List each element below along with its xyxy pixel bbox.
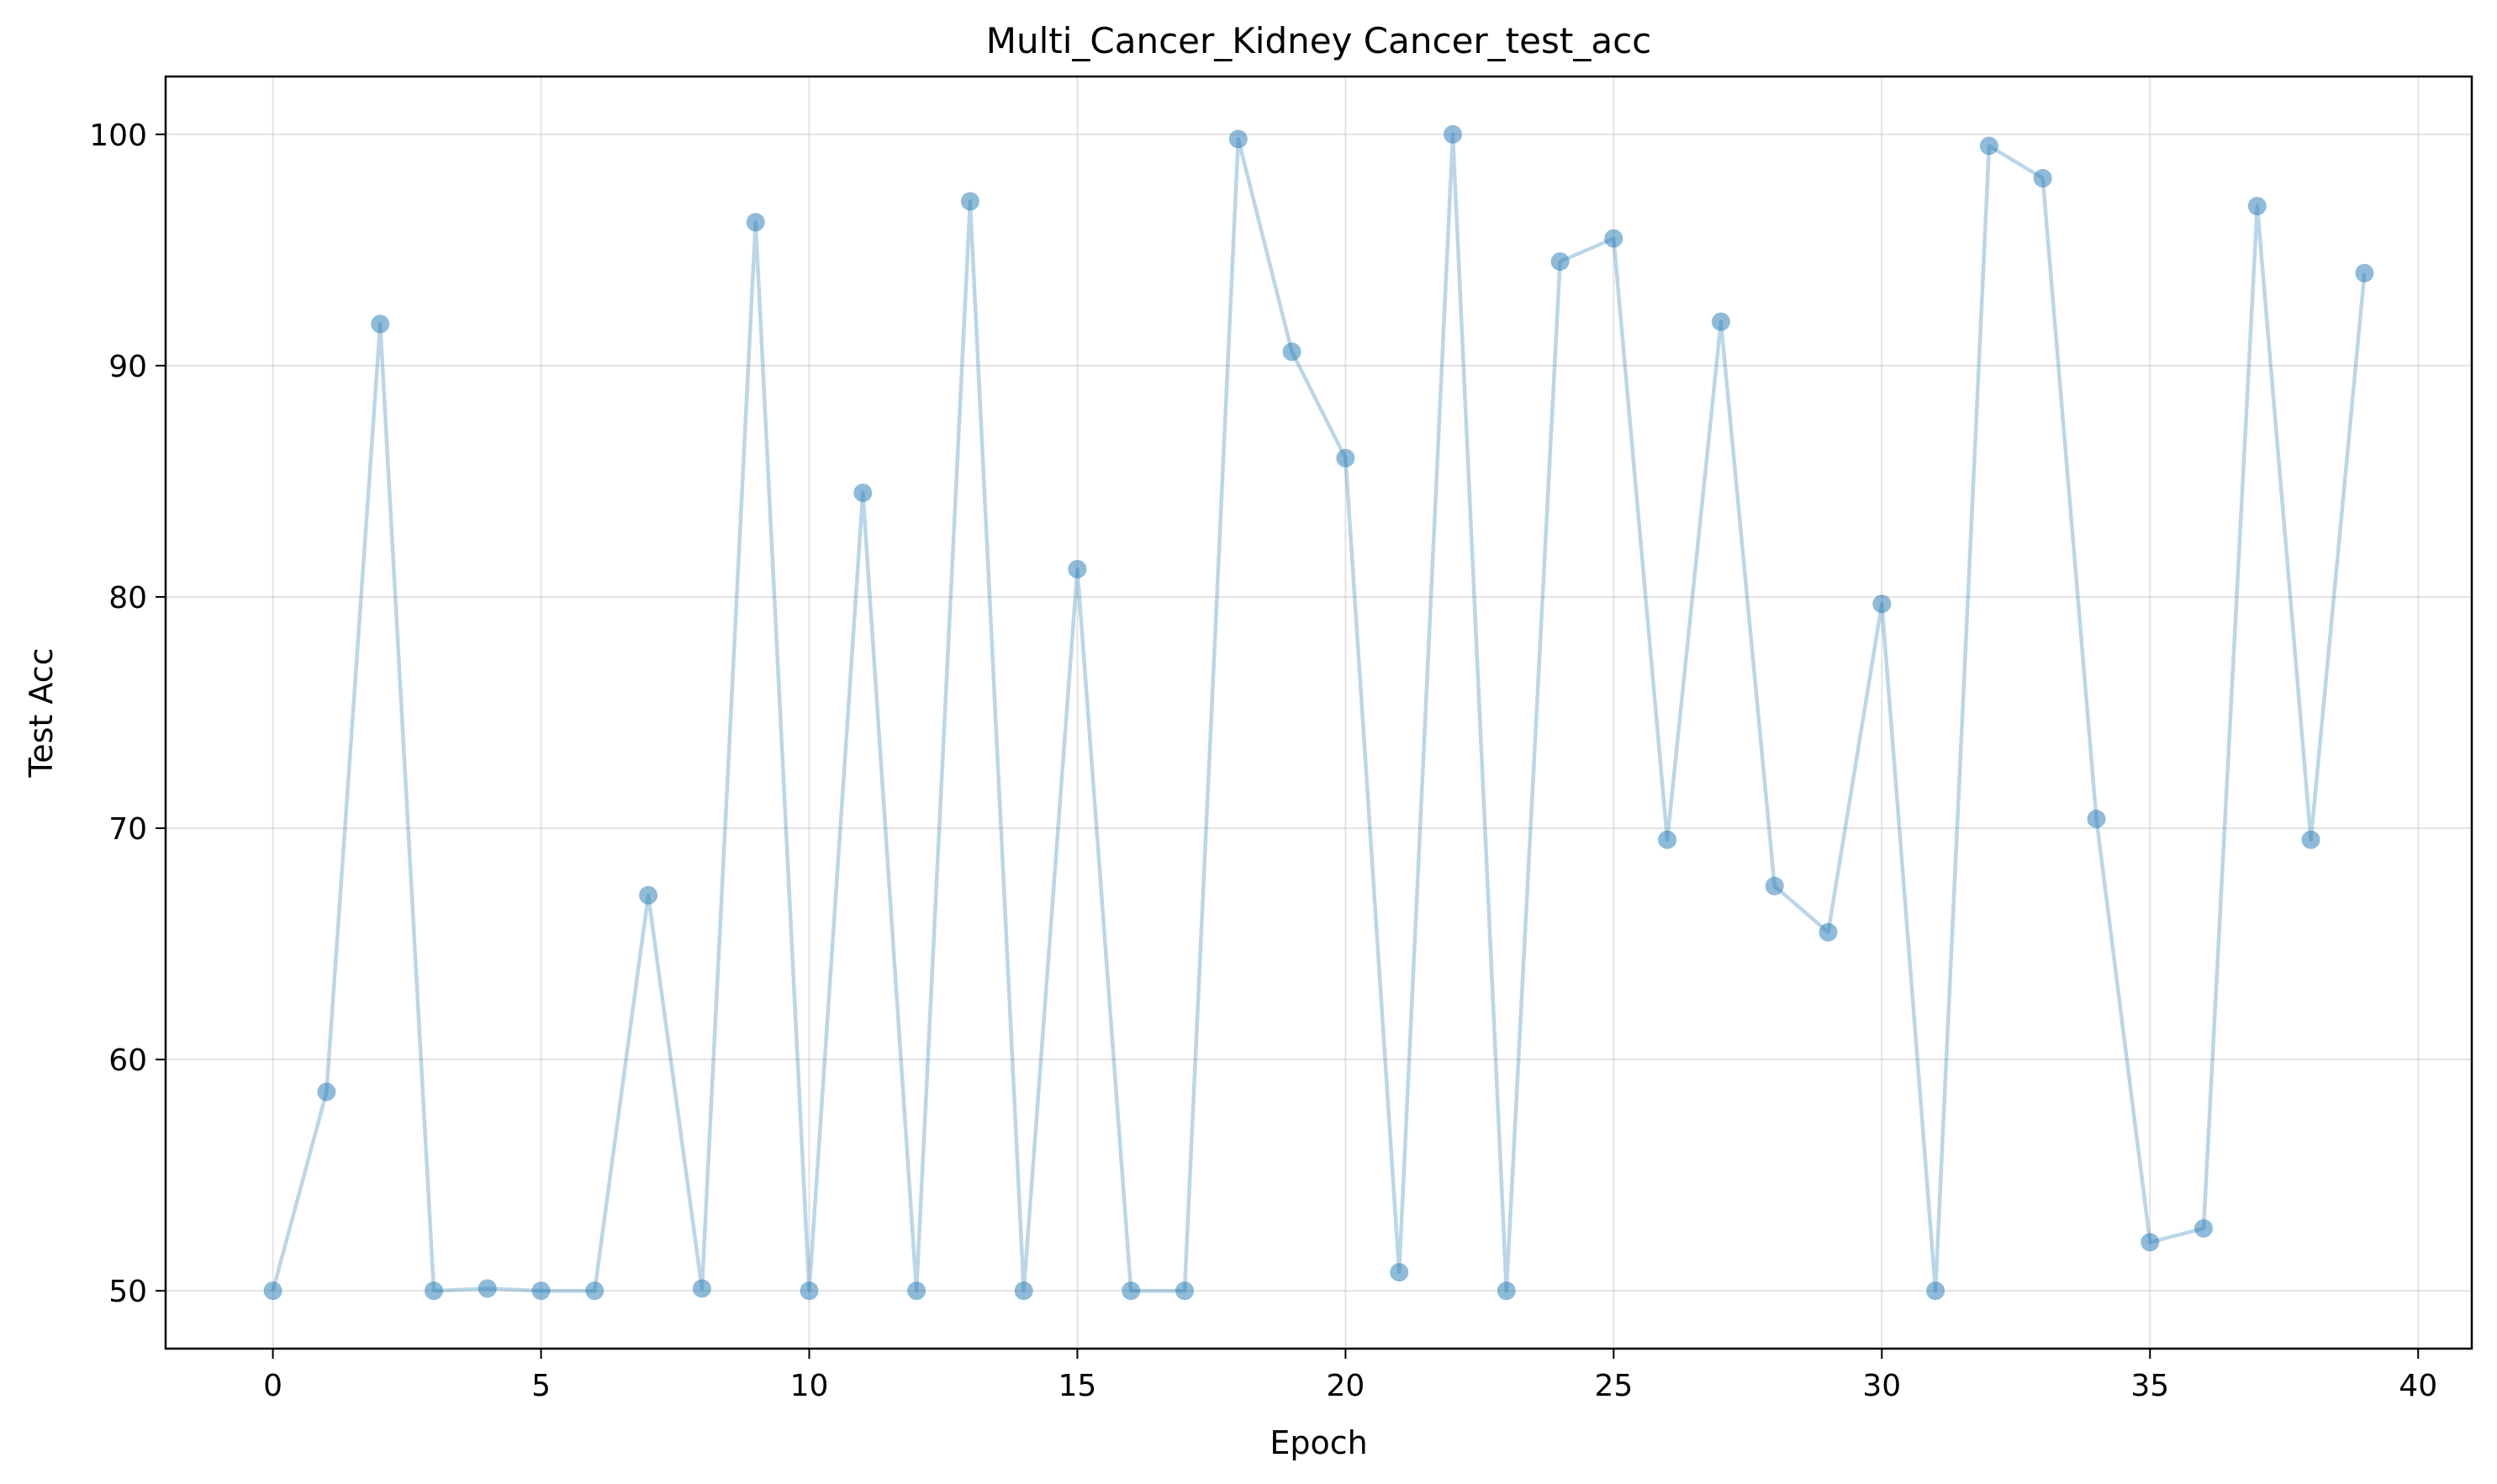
data-point bbox=[425, 1281, 443, 1301]
y-tick-label: 60 bbox=[108, 1043, 147, 1078]
series-layer bbox=[263, 124, 2374, 1301]
data-point bbox=[1228, 129, 1248, 149]
data-point bbox=[2355, 263, 2374, 283]
y-tick-label: 90 bbox=[108, 350, 147, 384]
axis-ticks: 0 5 10 15 20 25 30 35 40 50 60 70 80 90 100 bbox=[89, 119, 2437, 1403]
x-tick-label: 5 bbox=[531, 1369, 551, 1403]
data-point bbox=[746, 213, 765, 232]
data-point bbox=[1175, 1281, 1194, 1301]
data-point bbox=[960, 192, 979, 211]
x-tick-label: 35 bbox=[2130, 1369, 2169, 1403]
y-tick-label: 80 bbox=[108, 581, 147, 615]
data-point bbox=[800, 1281, 819, 1301]
data-point bbox=[1497, 1281, 1516, 1301]
data-point bbox=[1390, 1263, 1409, 1282]
data-point bbox=[1444, 124, 1462, 144]
x-tick-label: 30 bbox=[1862, 1369, 1901, 1403]
gridlines bbox=[166, 77, 2472, 1349]
data-point bbox=[639, 885, 658, 905]
y-tick-label: 100 bbox=[89, 119, 147, 153]
y-tick-label: 70 bbox=[108, 812, 147, 847]
y-tick-label: 50 bbox=[108, 1275, 147, 1309]
data-point bbox=[1765, 876, 1784, 895]
data-point bbox=[2194, 1219, 2213, 1238]
data-point bbox=[1604, 229, 1623, 248]
data-point bbox=[1068, 559, 1087, 578]
data-point bbox=[1014, 1281, 1033, 1301]
plot-frame bbox=[164, 75, 2473, 1350]
data-point bbox=[2141, 1233, 2160, 1252]
data-point bbox=[1819, 922, 1838, 942]
data-point bbox=[2087, 810, 2106, 828]
data-point bbox=[692, 1279, 711, 1298]
data-point bbox=[907, 1281, 926, 1301]
data-point bbox=[1336, 448, 1355, 467]
data-point bbox=[371, 314, 390, 334]
x-tick-label: 20 bbox=[1326, 1369, 1365, 1403]
data-point bbox=[317, 1082, 336, 1101]
x-tick-label: 25 bbox=[1594, 1369, 1633, 1403]
data-point bbox=[1711, 312, 1730, 331]
data-point bbox=[263, 1281, 282, 1301]
data-point bbox=[531, 1281, 551, 1301]
data-point bbox=[1658, 830, 1677, 849]
data-point bbox=[853, 483, 873, 503]
data-point bbox=[2301, 830, 2320, 849]
data-point bbox=[1872, 594, 1892, 614]
series-line bbox=[271, 132, 2367, 1293]
x-tick-label: 40 bbox=[2399, 1369, 2437, 1403]
data-point bbox=[1550, 252, 1570, 272]
chart-title: Multi_Cancer_Kidney Cancer_test_acc bbox=[986, 20, 1652, 61]
x-axis-label: Epoch bbox=[1270, 1424, 1367, 1461]
data-point bbox=[585, 1281, 604, 1301]
x-tick-label: 0 bbox=[263, 1369, 282, 1403]
y-axis-label: Test Acc bbox=[23, 647, 60, 778]
x-tick-label: 10 bbox=[790, 1369, 829, 1403]
data-point bbox=[1926, 1281, 1945, 1301]
data-point bbox=[478, 1279, 497, 1298]
data-point bbox=[2033, 169, 2052, 187]
data-point bbox=[2247, 197, 2267, 216]
data-point bbox=[1122, 1281, 1141, 1301]
data-point bbox=[1979, 136, 1998, 156]
data-point bbox=[1282, 342, 1301, 362]
x-tick-label: 15 bbox=[1058, 1369, 1097, 1403]
